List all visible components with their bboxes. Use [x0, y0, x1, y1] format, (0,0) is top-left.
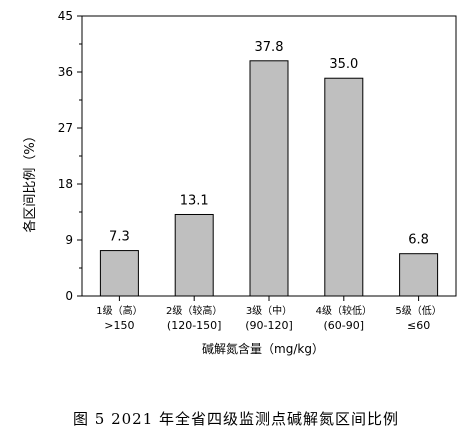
y-tick-label: 27: [58, 121, 73, 135]
y-tick-label: 18: [58, 177, 73, 191]
x-tick-label: 2级（较高）: [166, 304, 222, 317]
value-label: 7.3: [109, 230, 130, 245]
bar: [99, 250, 139, 297]
x-tick-label: 3级（中）: [246, 304, 292, 317]
bar: [324, 77, 364, 297]
value-labels: 7.3 13.1 37.8 35.0 6.8: [109, 40, 429, 248]
x-tick-label: 4级（较低）: [316, 304, 372, 317]
x-tick-label: 1级（高）: [96, 304, 142, 317]
x-axis-label: 碱解氮含量（mg/kg）: [202, 341, 324, 356]
y-tick-label: 0: [65, 289, 73, 303]
bar: [399, 253, 439, 297]
x-tick-range: (90-120]: [245, 319, 293, 332]
bar: [174, 213, 214, 297]
y-tick-label: 36: [58, 65, 73, 79]
y-tick-label: 45: [58, 9, 73, 23]
x-tick-range: >150: [104, 319, 134, 332]
x-tick-range: (60-90]: [324, 319, 365, 332]
x-tick-label: 5级（低）: [395, 304, 441, 317]
value-label: 13.1: [180, 193, 209, 208]
bars: [99, 60, 439, 297]
x-tick-range: ≤60: [407, 319, 430, 332]
value-label: 37.8: [255, 40, 284, 55]
y-axis-ticks: 0 9 18 27 36 45: [58, 9, 82, 303]
bar: [249, 60, 289, 297]
value-label: 6.8: [408, 233, 429, 248]
x-axis-ticks: 1级（高） >150 2级（较高） (120-150] 3级（中） (90-120] 4级（…: [96, 296, 442, 332]
figure-caption: 图 5 2021 年全省四级监测点碱解氮区间比例: [72, 410, 400, 428]
x-tick-range: (120-150]: [167, 319, 222, 332]
bar-chart: 0 9 18 27 36 45 7.3 13.1 37.8 35.0 6.8 1级（高） >150 2…: [22, 9, 457, 356]
y-tick-label: 9: [65, 233, 73, 247]
y-axis-label: 各区间比例（%）: [22, 129, 38, 232]
value-label: 35.0: [329, 57, 358, 72]
